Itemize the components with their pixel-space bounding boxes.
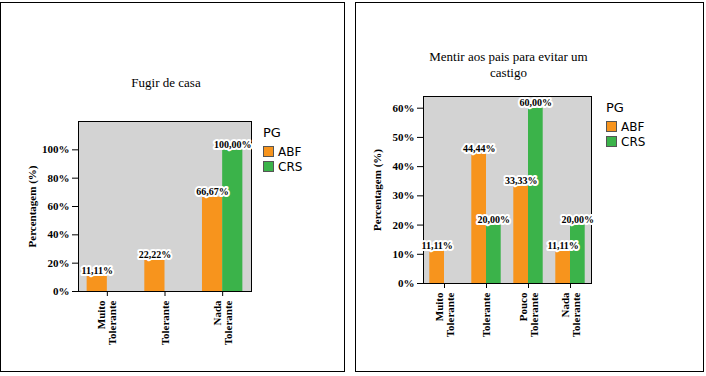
- svg-text:Percentagem (%): Percentagem (%): [26, 165, 39, 247]
- svg-text:0%: 0%: [398, 277, 415, 289]
- svg-text:MuitoTolerante: MuitoTolerante: [95, 300, 118, 345]
- svg-text:44,44%: 44,44%: [463, 143, 496, 154]
- svg-text:60%: 60%: [48, 200, 70, 212]
- html-text:PG: PG: [263, 125, 281, 140]
- svg-text:30%: 30%: [393, 189, 415, 201]
- html-text:CRS: CRS: [621, 134, 646, 149]
- svg-text:33,33%: 33,33%: [505, 175, 538, 186]
- svg-text:40%: 40%: [48, 228, 70, 240]
- svg-text:20%: 20%: [48, 257, 70, 269]
- svg-text:60%: 60%: [393, 102, 415, 114]
- svg-text:PoucoTolerante: PoucoTolerante: [517, 292, 540, 337]
- svg-text:NadaTolerante: NadaTolerante: [211, 300, 234, 345]
- svg-text:11,11%: 11,11%: [82, 265, 113, 276]
- svg-text:20,00%: 20,00%: [562, 214, 595, 225]
- svg-text:11,11%: 11,11%: [421, 240, 452, 251]
- svg-text:11,11%: 11,11%: [547, 240, 578, 251]
- html-text:ABF: ABF: [278, 144, 302, 159]
- svg-text:22,22%: 22,22%: [139, 249, 172, 260]
- svg-text:Tolerante: Tolerante: [480, 292, 492, 337]
- html-text:Mentir aos pais para evitar um: Mentir aos pais para evitar um castigo: [429, 49, 588, 80]
- svg-text:Tolerante: Tolerante: [159, 300, 171, 345]
- svg-text:60,00%: 60,00%: [520, 97, 553, 108]
- svg-text:MuitoTolerante: MuitoTolerante: [433, 292, 456, 337]
- html-text:PG: PG: [606, 100, 624, 115]
- html-text:ABF: ABF: [621, 119, 645, 134]
- svg-text:100%: 100%: [42, 143, 70, 155]
- svg-text:100,00%: 100,00%: [214, 139, 252, 150]
- html-text:Fugir de casa: Fugir de casa: [131, 75, 201, 90]
- svg-text:0%: 0%: [53, 285, 70, 297]
- svg-text:50%: 50%: [393, 131, 415, 143]
- html-text:CRS: CRS: [278, 159, 303, 174]
- svg-text:NadaTolerante: NadaTolerante: [559, 292, 582, 337]
- svg-text:20,00%: 20,00%: [478, 214, 511, 225]
- svg-text:66,67%: 66,67%: [196, 186, 229, 197]
- svg-text:40%: 40%: [393, 160, 415, 172]
- svg-text:Percentagem (%): Percentagem (%): [371, 149, 384, 231]
- svg-text:80%: 80%: [48, 172, 70, 184]
- svg-text:20%: 20%: [393, 219, 415, 231]
- svg-text:10%: 10%: [393, 248, 415, 260]
